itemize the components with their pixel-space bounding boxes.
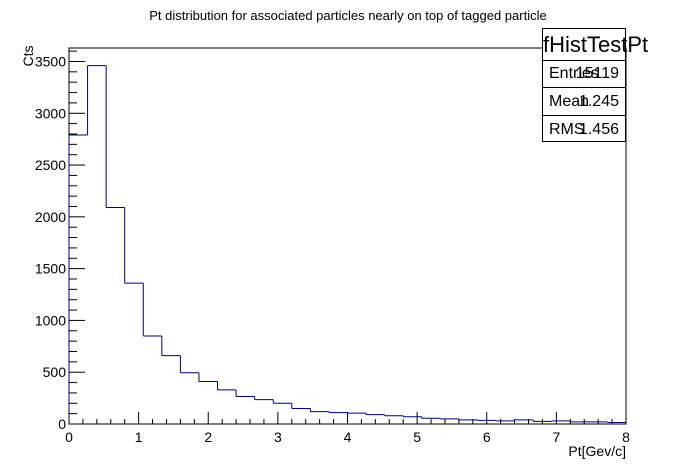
y-tick-label: 3000	[35, 105, 66, 121]
histogram-layer	[68, 65, 627, 424]
stats-label: Mean	[549, 93, 590, 110]
x-tick-label: 7	[552, 429, 560, 445]
x-tick-label: 4	[344, 429, 352, 445]
y-tick-label: 2500	[35, 157, 66, 173]
y-tick-label: 500	[43, 364, 67, 380]
y-tick-label: 0	[58, 416, 66, 432]
y-axis-title: Cts	[20, 46, 36, 67]
x-tick-label: 0	[65, 429, 73, 445]
stats-label: RMS	[549, 121, 585, 138]
stats-value: 1.245	[578, 93, 619, 110]
stats-row-entries: Entries 15119	[543, 60, 625, 88]
y-tick-label: 1500	[35, 261, 66, 277]
axis-tick-labels: 0 1 2 3 4 5 6 7 8 0 500 1000 1500 2000 2500 3000 3500	[35, 53, 630, 445]
axis-ticks	[68, 50, 627, 425]
stats-label: Entries	[549, 65, 599, 82]
y-tick-label: 3500	[35, 53, 66, 69]
chart-title: Pt distribution for associated particles…	[149, 8, 546, 23]
stats-row-rms: RMS 1.456	[543, 116, 625, 143]
x-axis-title: Pt[Gev/c]	[568, 443, 626, 459]
y-tick-label: 1000	[35, 312, 66, 328]
y-tick-label: 2000	[35, 209, 66, 225]
stats-value: 1.456	[578, 121, 619, 138]
stats-title: fHistTestPt	[543, 29, 648, 61]
stats-row-mean: Mean 1.245	[543, 88, 625, 116]
x-tick-label: 8	[622, 429, 630, 445]
stats-box: fHistTestPt Entries 15119 Mean 1.245 RMS…	[542, 28, 648, 143]
stats-value: 15119	[575, 65, 619, 82]
x-tick-label: 1	[135, 429, 143, 445]
x-tick-label: 2	[204, 429, 212, 445]
x-tick-label: 6	[483, 429, 491, 445]
x-tick-label: 5	[413, 429, 421, 445]
x-tick-label: 3	[274, 429, 282, 445]
